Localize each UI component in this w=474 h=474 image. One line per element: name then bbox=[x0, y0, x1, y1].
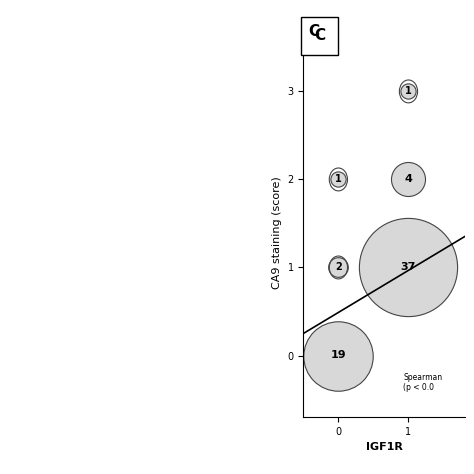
Text: 37: 37 bbox=[401, 263, 416, 273]
Point bbox=[405, 88, 412, 95]
Y-axis label: CA9 staining (score): CA9 staining (score) bbox=[272, 176, 282, 289]
Text: C: C bbox=[314, 28, 326, 43]
Text: 19: 19 bbox=[330, 350, 346, 361]
Text: 2: 2 bbox=[335, 263, 342, 273]
Point bbox=[335, 264, 342, 271]
X-axis label: IGF1R: IGF1R bbox=[365, 442, 402, 452]
FancyBboxPatch shape bbox=[301, 17, 338, 55]
Text: Spearman
(p < 0.0: Spearman (p < 0.0 bbox=[403, 373, 442, 392]
Point bbox=[335, 176, 342, 183]
Point bbox=[405, 176, 412, 183]
Point bbox=[405, 264, 412, 271]
Text: C: C bbox=[308, 24, 319, 39]
Point bbox=[335, 352, 342, 359]
Text: 1: 1 bbox=[335, 174, 342, 184]
Text: 4: 4 bbox=[404, 174, 412, 184]
Text: 1: 1 bbox=[405, 86, 412, 96]
